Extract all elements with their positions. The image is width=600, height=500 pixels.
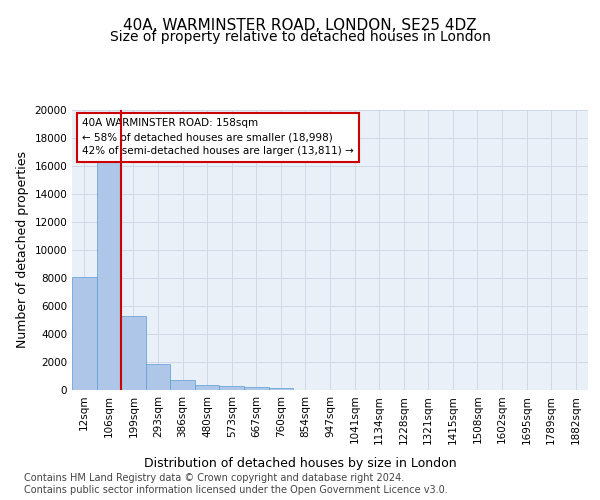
Text: 40A WARMINSTER ROAD: 158sqm
← 58% of detached houses are smaller (18,998)
42% of: 40A WARMINSTER ROAD: 158sqm ← 58% of det… [82,118,354,156]
Bar [170,380,195,390]
Bar [269,388,293,390]
Bar [195,385,220,390]
Text: Contains HM Land Registry data © Crown copyright and database right 2024.
Contai: Contains HM Land Registry data © Crown c… [24,474,448,495]
Y-axis label: Number of detached properties: Number of detached properties [16,152,29,348]
Bar [97,159,121,390]
Bar [244,388,269,390]
Bar [72,276,97,390]
Bar [121,316,146,390]
Text: 40A, WARMINSTER ROAD, LONDON, SE25 4DZ: 40A, WARMINSTER ROAD, LONDON, SE25 4DZ [123,18,477,32]
Bar [220,386,244,390]
Text: Size of property relative to detached houses in London: Size of property relative to detached ho… [110,30,490,44]
Bar [146,364,170,390]
Text: Distribution of detached houses by size in London: Distribution of detached houses by size … [143,458,457,470]
